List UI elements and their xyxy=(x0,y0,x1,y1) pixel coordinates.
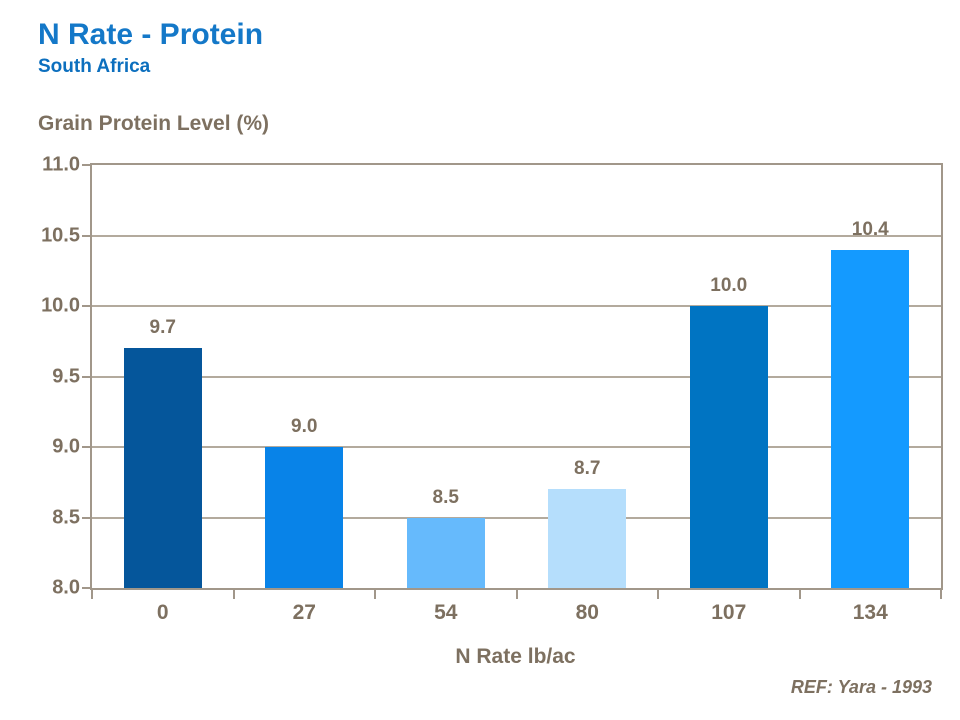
gridline xyxy=(92,234,941,237)
y-tick-label: 10.5 xyxy=(41,224,80,246)
chart-title: N Rate - Protein xyxy=(38,18,264,51)
y-tick-label: 8.0 xyxy=(52,576,80,599)
reference-note: REF: Yara - 1993 xyxy=(790,677,932,697)
x-tick-mark xyxy=(91,590,93,599)
plot-area: 9.7 9.0 8.5 8.7 10.0 10.4 xyxy=(90,163,943,590)
bar-value-label: 10.4 xyxy=(851,218,889,240)
x-tick-mark xyxy=(798,590,801,599)
y-tick-mark xyxy=(82,375,91,378)
bar-value-label: 8.5 xyxy=(432,486,459,508)
gridline xyxy=(92,446,941,448)
bar-value-label: 10.0 xyxy=(710,275,748,296)
x-tick-mark xyxy=(940,590,942,599)
chart-subtitle: South Africa xyxy=(38,56,151,77)
y-tick-label: 11.0 xyxy=(42,153,80,176)
y-tick-mark xyxy=(82,234,91,237)
bar-value-label: 9.7 xyxy=(149,317,176,339)
x-axis-title: N Rate lb/ac xyxy=(455,645,576,668)
x-tick-label: 107 xyxy=(711,601,747,624)
x-tick-mark xyxy=(232,590,235,599)
bar xyxy=(689,306,768,588)
x-tick-label: 0 xyxy=(156,601,169,624)
y-tick-label: 9.0 xyxy=(52,435,80,458)
gridline xyxy=(92,305,941,307)
y-tick-mark xyxy=(82,446,91,448)
bar xyxy=(548,489,627,588)
bar xyxy=(123,348,202,588)
x-tick-mark xyxy=(515,590,518,599)
bar xyxy=(265,447,344,588)
gridline xyxy=(92,516,941,519)
bar xyxy=(831,249,910,588)
bar-value-label: 8.7 xyxy=(574,458,601,480)
y-tick-mark xyxy=(82,305,91,307)
x-tick-label: 80 xyxy=(575,601,599,624)
y-tick-mark xyxy=(82,164,91,166)
x-tick-label: 54 xyxy=(434,601,458,624)
y-tick-label: 9.5 xyxy=(52,365,80,387)
y-tick-mark xyxy=(82,587,91,589)
bar xyxy=(406,517,485,588)
y-tick-label: 8.5 xyxy=(52,506,80,528)
y-axis-title: Grain Protein Level (%) xyxy=(38,112,270,135)
x-tick-mark xyxy=(374,590,376,599)
x-tick-mark xyxy=(657,590,659,599)
x-tick-label: 134 xyxy=(852,601,888,624)
bar-value-label: 9.0 xyxy=(291,416,318,437)
gridline xyxy=(92,375,941,378)
x-tick-label: 27 xyxy=(292,601,316,624)
y-tick-label: 10.0 xyxy=(41,294,80,317)
y-tick-mark xyxy=(82,516,91,519)
